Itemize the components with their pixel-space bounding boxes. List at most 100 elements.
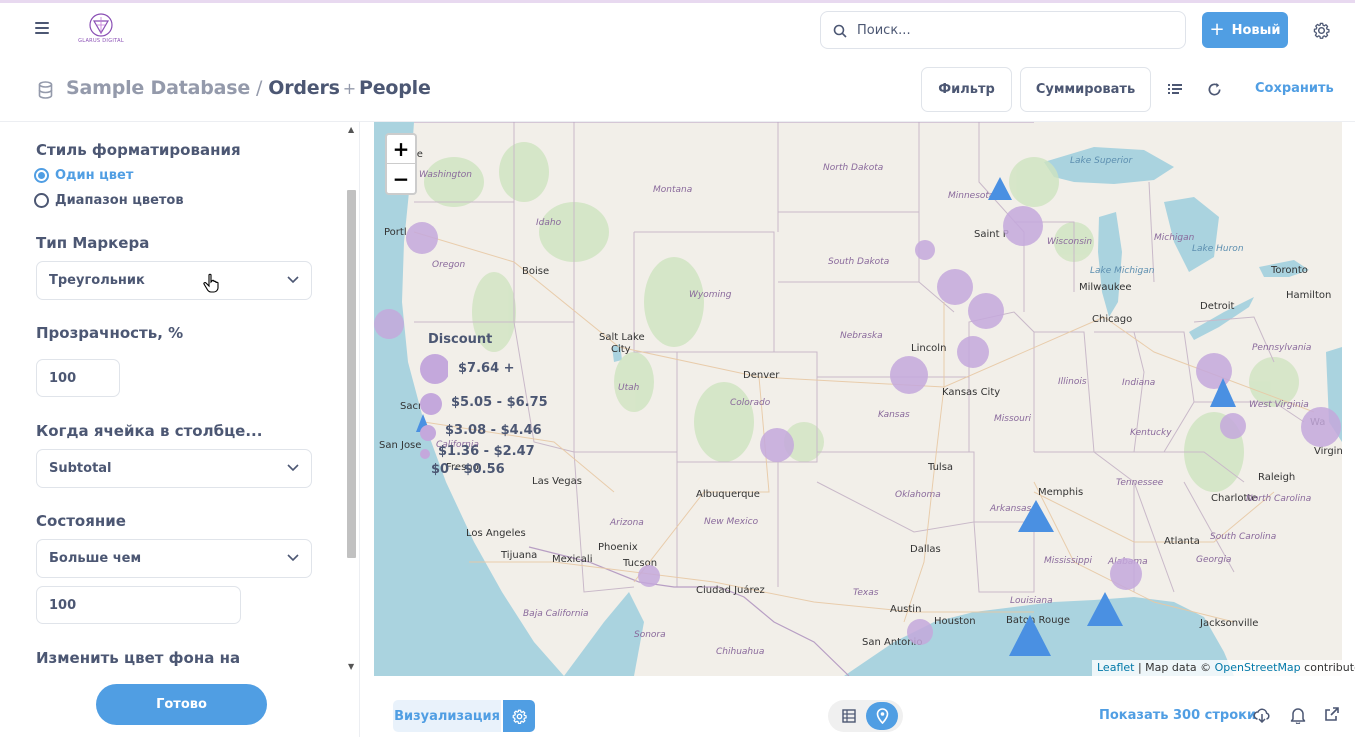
circle-marker[interactable] xyxy=(1220,413,1246,439)
label-louisiana: Louisiana xyxy=(1010,596,1053,606)
label-pennsylvania: Pennsylvania xyxy=(1252,343,1311,353)
circle-marker[interactable] xyxy=(937,269,973,305)
label-indiana: Indiana xyxy=(1122,378,1155,388)
legend-swatches xyxy=(420,354,448,459)
circle-markers xyxy=(374,206,1341,645)
threshold-input[interactable]: 100 xyxy=(36,586,241,624)
circle-marker[interactable] xyxy=(760,428,794,462)
condition-select[interactable]: Больше чем xyxy=(36,539,312,578)
lake-michigan xyxy=(1098,212,1122,317)
circle-marker[interactable] xyxy=(374,309,404,339)
share-icon[interactable] xyxy=(1325,707,1339,721)
summarize-button[interactable]: Суммировать xyxy=(1020,67,1151,112)
opacity-input[interactable]: 100 xyxy=(36,359,120,397)
triangle-marker[interactable] xyxy=(1009,615,1051,656)
location-pin-icon xyxy=(876,708,888,724)
hamburger-menu-icon[interactable] xyxy=(35,22,49,34)
filter-button[interactable]: Фильтр xyxy=(921,67,1012,112)
label-austin: Austin xyxy=(890,604,921,615)
circle-marker[interactable] xyxy=(957,336,989,368)
circle-marker[interactable] xyxy=(907,619,933,645)
label-hamilton: Hamilton xyxy=(1286,290,1331,301)
map-view-toggle[interactable] xyxy=(866,702,898,730)
sidebar-scrollbar[interactable]: ▲ ▼ xyxy=(345,122,359,677)
circle-marker[interactable] xyxy=(915,240,935,260)
radio-color-range[interactable]: Диапазон цветов xyxy=(34,193,184,208)
label-missouri: Missouri xyxy=(994,414,1032,424)
label-south-carolina: South Carolina xyxy=(1210,532,1276,542)
lake-huron xyxy=(1164,197,1219,272)
settings-sidebar: ▲ ▼ xyxy=(0,122,360,737)
label-city: City xyxy=(611,344,631,355)
breadcrumb-separator: / xyxy=(256,77,263,99)
marker-type-select[interactable]: Треугольник xyxy=(36,261,312,300)
label-seattle: le xyxy=(414,149,423,160)
query-editor-icon[interactable] xyxy=(1168,83,1182,95)
scrollbar-thumb[interactable] xyxy=(347,190,356,558)
database-icon xyxy=(38,81,53,99)
save-button[interactable]: Сохранить xyxy=(1255,81,1334,96)
circle-marker[interactable] xyxy=(1003,206,1043,246)
label-boise: Boise xyxy=(522,266,549,277)
label-kentucky: Kentucky xyxy=(1130,428,1172,438)
label-tennessee: Tennessee xyxy=(1116,478,1164,488)
done-button[interactable]: Готово xyxy=(96,684,267,725)
label-sonora: Sonora xyxy=(634,630,666,640)
legend-item: $7.64 + xyxy=(458,361,515,376)
gulf-of-california xyxy=(564,592,644,676)
column-select[interactable]: Subtotal xyxy=(36,449,312,488)
lake-superior xyxy=(1044,147,1174,184)
osm-link[interactable]: OpenStreetMap xyxy=(1214,661,1301,674)
radio-single-color[interactable]: Один цвет xyxy=(34,168,133,183)
breadcrumb-table-people[interactable]: People xyxy=(358,77,431,99)
circle-marker[interactable] xyxy=(890,356,928,394)
label-virginia: Virginia xyxy=(1314,446,1342,457)
label-nebraska: Nebraska xyxy=(840,331,883,341)
leaflet-link[interactable]: Leaflet xyxy=(1097,661,1135,674)
triangle-marker[interactable] xyxy=(1018,500,1054,532)
label-lake-superior: Lake Superior xyxy=(1070,156,1134,166)
zoom-in-button[interactable]: + xyxy=(387,135,415,164)
circle-marker[interactable] xyxy=(1301,407,1341,447)
circle-marker[interactable] xyxy=(968,293,1004,329)
label-minnesota: Minnesota xyxy=(948,191,994,201)
label-san-jose: San Jose xyxy=(379,440,421,451)
triangle-marker[interactable] xyxy=(1210,378,1236,407)
label-tulsa: Tulsa xyxy=(927,462,953,473)
map-view[interactable]: Portl le Washington Oregon Idaho Boise M… xyxy=(374,122,1342,676)
label-baton-rouge: Baton Rouge xyxy=(1006,615,1070,626)
search-box[interactable] xyxy=(820,11,1186,49)
logo[interactable]: GLARUS DIGITAL xyxy=(76,12,126,48)
legend-swatch-3 xyxy=(420,425,436,441)
circle-marker[interactable] xyxy=(638,565,660,587)
refresh-icon[interactable] xyxy=(1207,82,1222,97)
circle-marker[interactable] xyxy=(1110,558,1142,590)
pacific-ocean xyxy=(374,122,564,676)
table-view-icon[interactable] xyxy=(842,709,856,723)
row-count-link[interactable]: Показать 300 строки xyxy=(1099,708,1257,723)
download-icon[interactable] xyxy=(1253,707,1271,723)
label-albuquerque: Albuquerque xyxy=(696,489,760,500)
map-canvas[interactable]: Portl le Washington Oregon Idaho Boise M… xyxy=(374,122,1342,676)
breadcrumb-database[interactable]: Sample Database xyxy=(66,77,251,99)
zoom-control: + − xyxy=(385,133,417,195)
radio-single-color-label: Один цвет xyxy=(55,168,134,183)
zoom-out-button[interactable]: − xyxy=(392,166,410,191)
breadcrumb-table-orders[interactable]: Orders xyxy=(268,77,340,99)
label-oregon: Oregon xyxy=(432,260,466,270)
visualization-button[interactable]: Визуализация xyxy=(393,700,501,732)
scroll-up-arrow-icon[interactable]: ▲ xyxy=(348,125,355,134)
viz-settings-button[interactable] xyxy=(503,700,535,732)
circle-marker[interactable] xyxy=(1196,353,1232,389)
triangle-marker[interactable] xyxy=(1087,592,1123,626)
label-detroit: Detroit xyxy=(1200,301,1235,312)
search-input[interactable] xyxy=(857,12,1177,48)
label-south-dakota: South Dakota xyxy=(828,257,889,267)
scroll-down-arrow-icon[interactable]: ▼ xyxy=(348,662,355,671)
new-button[interactable]: + Новый xyxy=(1202,12,1288,48)
bell-icon[interactable] xyxy=(1290,707,1306,724)
settings-gear-icon[interactable] xyxy=(1313,22,1330,39)
circle-marker[interactable] xyxy=(406,222,438,254)
triangle-marker[interactable] xyxy=(988,177,1012,200)
legend-item: $1.36 - $2.47 xyxy=(438,444,535,459)
